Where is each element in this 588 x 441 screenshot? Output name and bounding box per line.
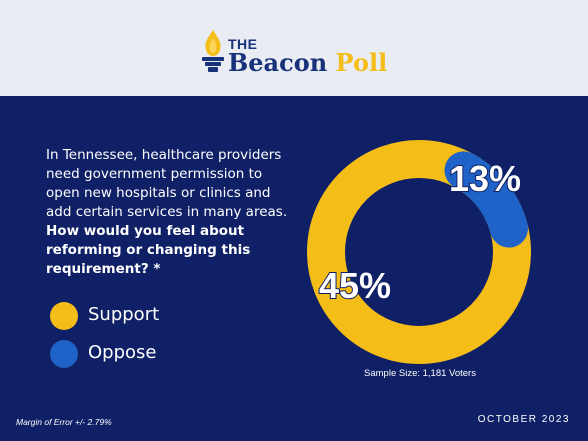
survey-date: OCTOBER 2023 xyxy=(477,414,570,425)
question-text: In Tennessee, healthcare providers need … xyxy=(46,147,288,220)
legend-swatch-oppose xyxy=(50,340,78,368)
logo-wordmark: Beacon Poll xyxy=(228,48,387,77)
donut-label-support: 45% xyxy=(319,265,391,306)
legend-label-support: Support xyxy=(88,304,160,325)
beacon-poll-logo: THE Beacon Poll xyxy=(198,24,398,80)
legend-label-oppose: Oppose xyxy=(88,342,157,363)
donut-slice-support xyxy=(307,140,531,364)
donut-label-oppose: 13% xyxy=(449,158,521,199)
torch-icon xyxy=(202,30,224,72)
logo-beacon-text: Beacon xyxy=(228,48,328,77)
logo-the-text: THE xyxy=(228,36,258,52)
header-banner: THE Beacon Poll xyxy=(0,0,588,96)
sample-size: Sample Size: 1,181 Voters xyxy=(364,368,476,379)
logo-poll-text: Poll xyxy=(335,48,388,77)
donut-slice-oppose xyxy=(444,151,528,248)
poll-question: In Tennessee, healthcare providers need … xyxy=(46,146,296,279)
margin-of-error: Margin of Error +/- 2.79% xyxy=(16,417,112,427)
legend-swatch-support xyxy=(50,302,78,330)
question-emphasis: How would you feel about reforming or ch… xyxy=(46,223,251,277)
